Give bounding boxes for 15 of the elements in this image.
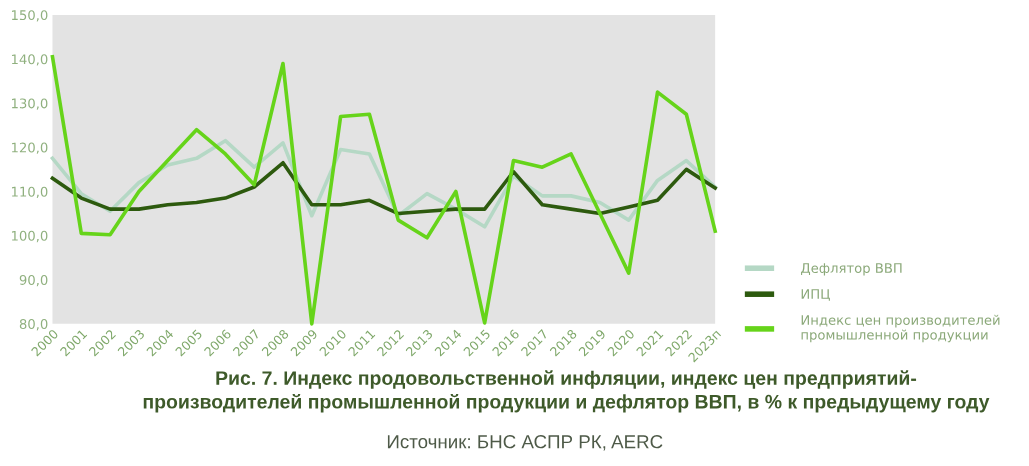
y-tick-label: 80,0 bbox=[19, 319, 48, 331]
y-tick-label: 100,0 bbox=[11, 230, 48, 243]
line-series bbox=[50, 160, 717, 216]
text: Источник: БНС АСПР РК, AERC bbox=[387, 435, 663, 451]
y-tick-label: 150,0 bbox=[11, 10, 48, 22]
legend-label: Дефлятор ВВП bbox=[801, 263, 902, 276]
y-tick-label: 90,0 bbox=[19, 274, 48, 287]
legend-label: ИПЦ bbox=[801, 289, 830, 301]
text: Рис. 7. Индекс продовольственной инфляции, индекс цен предприятий- производителей промышленной продукции и дефлятор ВВП, в % к предыдущему году bbox=[143, 370, 990, 413]
y-tick-label: 110,0 bbox=[11, 186, 48, 199]
y-tick-label: 130,0 bbox=[11, 98, 48, 110]
line-series bbox=[50, 55, 717, 326]
y-tick-label: 120,0 bbox=[11, 142, 48, 154]
legend-label: Индекс цен производителей промышленной продукции bbox=[801, 314, 1000, 343]
y-tick-label: 140,0 bbox=[11, 54, 48, 66]
